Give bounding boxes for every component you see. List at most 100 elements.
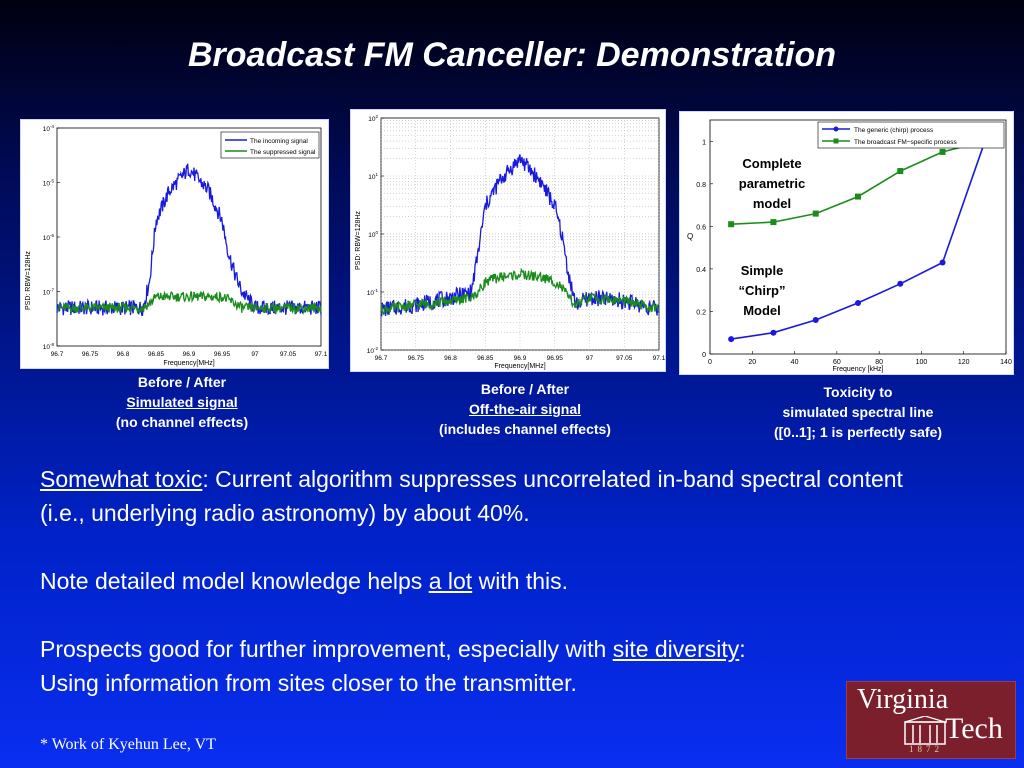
caption2-line2: Off-the-air signal — [468, 401, 581, 417]
chart1-xtick-label: 96.7 — [51, 351, 64, 358]
paragraph-prospects: Prospects good for further improvement, … — [40, 632, 960, 700]
chart2-series-0 — [380, 154, 660, 317]
chart2-series-1 — [380, 267, 660, 316]
chart3-legend: The generic (chirp) process The broadcas… — [817, 121, 1005, 149]
p3-text-b: : — [739, 636, 746, 662]
chart1-xtick-label: 97.1 — [315, 351, 328, 358]
chart2-xtick-label: 96.95 — [547, 355, 564, 362]
chart2-ytick-label: 102 — [368, 114, 378, 123]
chart3-xtick-label: 80 — [875, 359, 883, 366]
footnote: * Work of Kyehun Lee, VT — [40, 736, 216, 753]
chart1-xtick-label: 96.8 — [117, 351, 130, 358]
chart1-xtick-label: 96.9 — [183, 351, 196, 358]
caption2-line1: Before / After — [480, 381, 570, 397]
chart2-xtick-label: 96.8 — [444, 355, 457, 362]
chart3-point-chirp — [939, 259, 946, 266]
chart2-xtick-label: 96.85 — [477, 355, 494, 362]
chart3-point-chirp — [897, 280, 904, 287]
svg-text:“Chirp”: “Chirp” — [739, 283, 786, 298]
logo-line1: Virginia — [857, 684, 949, 715]
slide-title: Broadcast FM Canceller: Demonstration — [187, 36, 837, 74]
chart3-ytick-label: 0 — [702, 352, 706, 359]
virginia-tech-logo: Virginia Tech 1872 — [846, 681, 1016, 759]
logo-line2: Tech — [945, 712, 1003, 745]
chart1-legend: The incoming signal The suppressed signa… — [220, 131, 320, 159]
chart2-ytick-label: 101 — [368, 172, 378, 181]
chart3-xtick-label: 20 — [748, 359, 756, 366]
chart1-xtick-label: 97 — [251, 351, 259, 358]
chart1-svg: PSD: RBW=128Hz Frequency[MHz] 96.7 96.75 9… — [25, 124, 328, 367]
chart3-xtick-label: 120 — [958, 359, 970, 366]
chart1-xtick-label: 96.85 — [148, 351, 165, 358]
chart2-xtick-label: 96.9 — [514, 355, 527, 362]
chart3-point-fm — [897, 168, 904, 175]
chart1-ylabel: PSD: RBW=128Hz — [25, 251, 32, 310]
chart3-point-fm — [812, 210, 819, 217]
chart3-xtick-label: 60 — [833, 359, 841, 366]
chart3-point-fm — [939, 148, 946, 155]
p2-a-lot: a lot — [428, 568, 473, 594]
chart3-xtick-label: 140 — [1000, 359, 1012, 366]
paragraph-toxic-text: : Current algorithm suppresses uncorrela… — [40, 466, 903, 526]
chart3-xtick-label: 40 — [791, 359, 799, 366]
paragraph-model-knowledge: Note detailed model knowledge helps a lo… — [40, 564, 940, 598]
caption-chart2: Before / After Off-the-air signal (inclu… — [365, 379, 685, 439]
legend-fm: The broadcast FM−specific process — [854, 139, 958, 146]
chart2-xtick-label: 97.05 — [616, 355, 633, 362]
caption3-line2: simulated spectral line — [782, 404, 934, 420]
chart1-xtick-label: 96.95 — [214, 351, 231, 358]
logo-year: 1872 — [909, 744, 943, 754]
chart-toxicity: Q Frequency [kHz] 0 20 40 60 80 100 120 140 0 0.2… — [679, 111, 1014, 375]
chart2-xtick-label: 97 — [586, 355, 594, 362]
chart3-plot-area — [709, 119, 1007, 355]
chart2-ytick-label: 10-1 — [367, 288, 379, 297]
legend-chirp-marker — [833, 126, 839, 132]
chart1-ytick-label: 10-5 — [43, 179, 55, 188]
logo-building-icon — [904, 716, 946, 745]
caption-chart1: Before / After Simulated signal (no chan… — [20, 372, 344, 432]
legend-fm-marker — [833, 138, 839, 144]
chart1-xlabel: Frequency[MHz] — [163, 360, 214, 367]
chart-off-air-signal: PSD: RBW=128Hz Frequency[MHz] 96.7 96.75 9… — [350, 109, 666, 372]
caption3-line3: ([0..1]; 1 is perfectly safe) — [773, 424, 943, 440]
chart1-xtick-label: 97.05 — [280, 351, 297, 358]
svg-text:Complete: Complete — [742, 156, 801, 171]
caption-chart3: Toxicity to simulated spectral line ([0.… — [700, 382, 1016, 442]
chart3-xlabel: Frequency [kHz] — [833, 366, 884, 373]
caption3-line1: Toxicity to — [823, 384, 893, 400]
svg-text:model: model — [753, 196, 791, 211]
chart2-xtick-label: 96.75 — [408, 355, 425, 362]
svg-text:parametric: parametric — [739, 176, 805, 191]
p2-text-b: with this. — [472, 568, 569, 594]
svg-text:Model: Model — [743, 303, 781, 318]
chart3-xtick-label: 0 — [708, 359, 712, 366]
chart3-point-chirp — [812, 316, 819, 323]
chart2-xlabel: Frequency[MHz] — [494, 363, 545, 370]
chart2-ytick-label: 10-2 — [367, 346, 379, 355]
chart3-ytick-label: 0.6 — [696, 224, 706, 231]
chart3-ytick-label: 0.8 — [696, 182, 706, 189]
chart3-point-chirp — [855, 299, 861, 306]
annotation-complete-model: Complete parametric model — [739, 156, 805, 211]
chart1-ytick-label: 10-7 — [43, 288, 55, 297]
legend-incoming: The incoming signal — [250, 138, 308, 145]
paragraph-toxic: Somewhat toxic: Current algorithm suppre… — [40, 462, 940, 530]
chart2-ytick-label: 100 — [368, 230, 378, 239]
chart1-ytick-label: 10-6 — [43, 233, 55, 242]
chart-simulated-signal: PSD: RBW=128Hz Frequency[MHz] 96.7 96.75 9… — [20, 119, 329, 369]
caption1-line2: Simulated signal — [126, 394, 238, 410]
p3-site-diversity: site diversity — [612, 636, 740, 662]
chart1-ytick-label: 10-4 — [43, 124, 55, 133]
chart3-ylabel: Q — [687, 232, 693, 241]
p3-text-c: Using information from sites closer to t… — [40, 670, 577, 696]
chart3-point-fm — [770, 219, 777, 226]
chart2-svg: PSD: RBW=128Hz Frequency[MHz] 96.7 96.75 9… — [355, 114, 665, 370]
somewhat-toxic-label: Somewhat toxic — [40, 466, 203, 492]
chart3-xtick-label: 100 — [916, 359, 928, 366]
annotation-simple-chirp-model: Simple “Chirp” Model — [739, 263, 786, 318]
chart3-ytick-label: 1 — [702, 139, 706, 146]
legend-suppressed: The suppressed signal — [250, 149, 316, 156]
legend-chirp: The generic (chirp) process — [854, 127, 934, 134]
caption1-line3: (no channel effects) — [115, 414, 249, 430]
chart3-svg: Q Frequency [kHz] 0 20 40 60 80 100 120 140 0 0.2… — [687, 119, 1012, 373]
